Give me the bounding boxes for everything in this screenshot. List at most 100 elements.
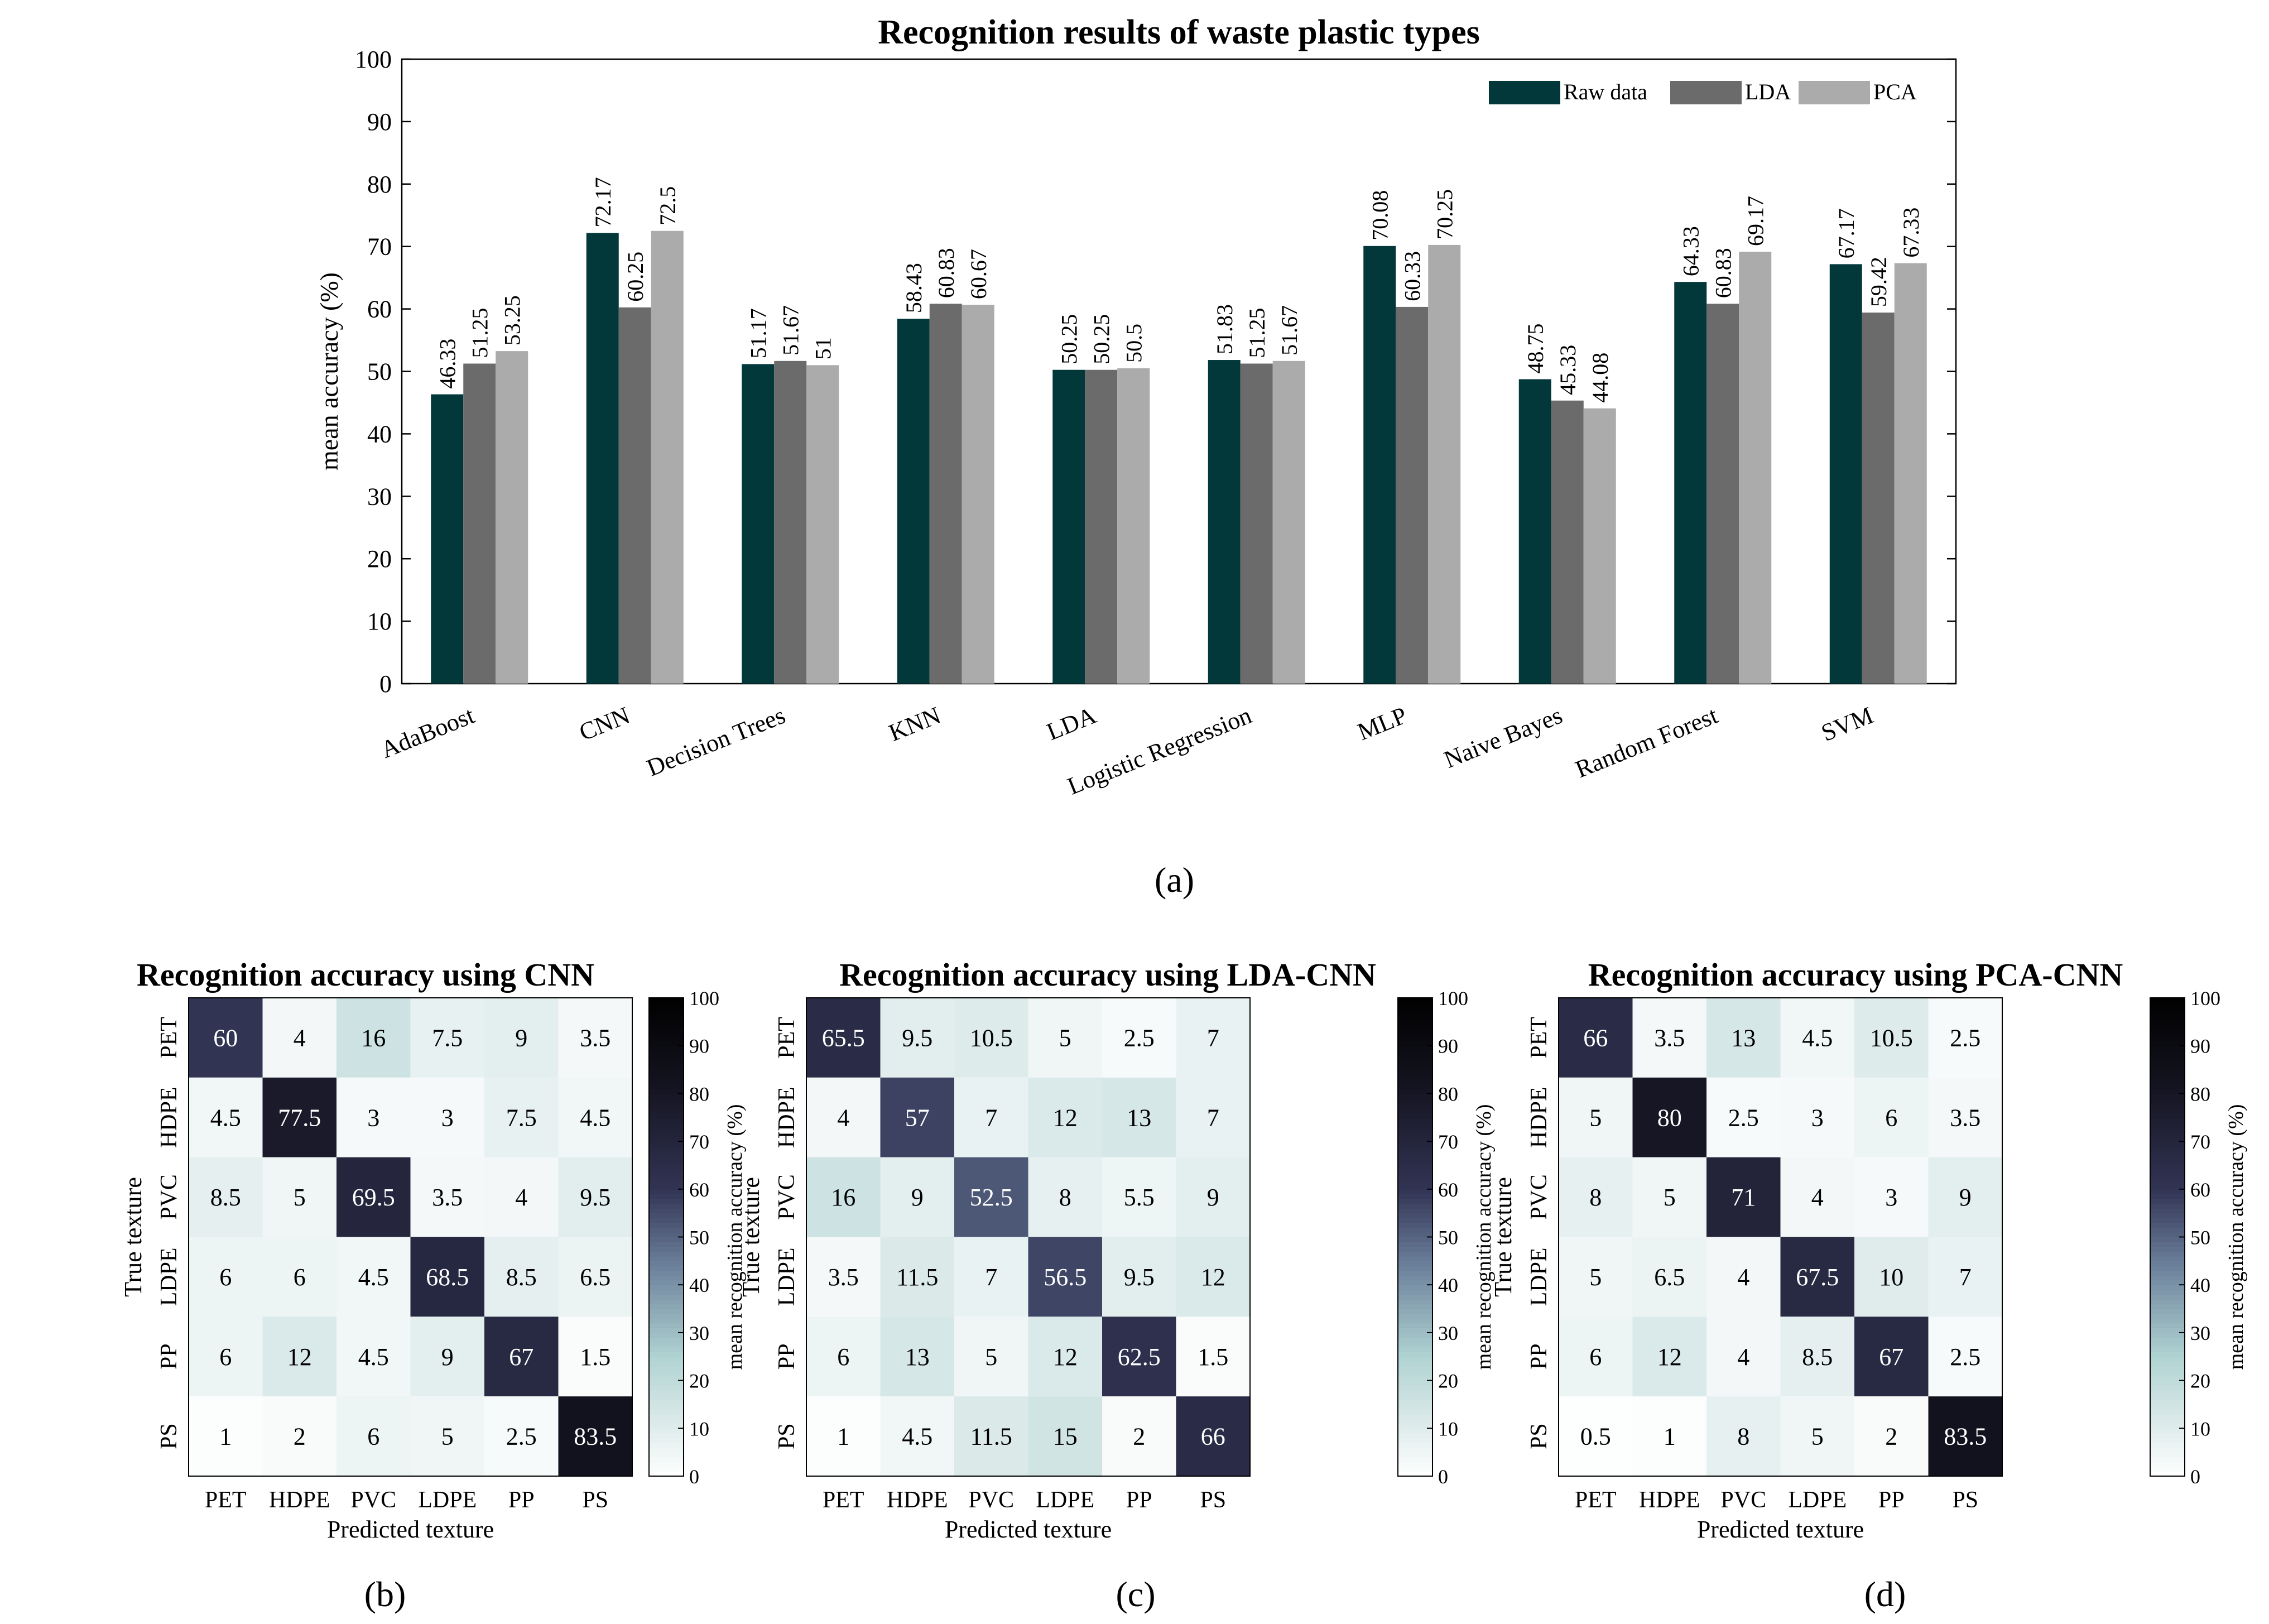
y-category-label: HDPE [774,1087,800,1148]
colorbar-segment [1398,1218,1432,1223]
colorbar-segment [2150,1337,2185,1343]
heatmap-cell [1780,1237,1854,1317]
x-category-label: PET [205,1487,247,1513]
y-category-label: HDPE [156,1087,182,1148]
heatmap-cell [262,1396,336,1476]
colorbar-segment [649,1452,684,1458]
heatmap-cell-label: 13 [905,1343,930,1371]
colorbar-segment [649,1017,684,1022]
colorbar-segment [649,1242,684,1247]
colorbar-segment [2150,1466,2185,1472]
heatmap-cell-label: 3 [441,1104,454,1131]
colorbar-segment [649,998,684,1003]
colorbar-segment [2150,1371,2185,1376]
colorbar-segment [649,1222,684,1228]
colorbar-segment [1398,1447,1432,1453]
heatmap-cell-label: 4.5 [902,1423,932,1450]
heatmap-cell-label: 8.5 [506,1263,537,1291]
y-category-label: HDPE [1526,1087,1552,1148]
heatmap-cell-label: 9 [441,1343,454,1371]
heatmap-cell [806,1157,881,1237]
colorbar-segment [1398,1127,1432,1132]
colorbar-segment [649,1184,684,1190]
colorbar-segment [2150,1443,2185,1448]
heatmap-cell-label: 9 [515,1024,527,1051]
colorbar-tick-label: 100 [2190,987,2220,1010]
heatmap-cell-label: 13 [1731,1024,1756,1051]
colorbar-segment [2150,1117,2185,1123]
colorbar-tick-label: 50 [2190,1227,2210,1249]
colorbar-segment [1398,1136,1432,1142]
colorbar-segment [1398,1179,1432,1185]
heatmap-cell-label: 5.5 [1124,1184,1155,1211]
heatmap-cell-label: 12 [1657,1343,1682,1371]
colorbar-segment [649,1026,684,1032]
bar-chart-panel: 0 10 20 30 40 50 60 70 80 90 100 Recognition result… [315,13,1957,900]
y-category-label: PET [156,1017,182,1059]
colorbar-segment [1398,1079,1432,1084]
heatmap-cell-label: 3.5 [432,1184,463,1211]
colorbar-segment [649,1069,684,1075]
colorbar-segment [1398,1069,1432,1075]
colorbar-segment [649,1466,684,1472]
colorbar-segment [1398,1146,1432,1151]
y-tick-label: 80 [367,171,392,198]
heatmap-cell [1632,1077,1706,1157]
colorbar-segment [1398,1332,1432,1338]
heatmap-cell [1632,1396,1706,1476]
chart-title: Recognition results of waste plastic typ… [878,13,1480,51]
colorbar-segment [649,1136,684,1142]
bar-value-label: 45.33 [1555,345,1580,395]
colorbar-segment [649,1275,684,1281]
colorbar-tick-label: 20 [1438,1370,1458,1392]
panel-label: (a) [1155,860,1194,900]
bar-value-label: 50.25 [1056,314,1081,364]
bar-value-label: 46.33 [435,339,460,389]
colorbar-segment [1398,1323,1432,1328]
heatmap-cell-label: 12 [1201,1263,1225,1291]
colorbar-segment [1398,1002,1432,1008]
colorbar-segment [649,1117,684,1123]
heatmap-cell [484,998,559,1078]
colorbar-segment [649,1313,684,1319]
colorbar-segment [2150,998,2185,1003]
colorbar-tick-label: 20 [2190,1370,2210,1392]
bar [463,363,496,684]
heatmap-cell-label: 67 [509,1343,533,1371]
colorbar-segment [1398,1198,1432,1204]
colorbar-segment [2150,1103,2185,1108]
colorbar-segment [1398,1433,1432,1439]
colorbar-segment [649,1045,684,1051]
colorbar-segment [1398,1012,1432,1017]
bar [1052,369,1085,684]
colorbar-segment [649,1151,684,1156]
bar-value-label: 50.25 [1089,314,1114,364]
colorbar-segment [2150,1012,2185,1017]
heatmap-cell [410,1157,484,1237]
legend-swatch [1799,81,1870,104]
colorbar-segment [2150,1002,2185,1008]
colorbar-segment [2150,1270,2185,1276]
heatmap-cell [262,1237,336,1317]
heatmap-cell-label: 67.5 [1796,1263,1839,1291]
heatmap-cell [1706,998,1781,1078]
colorbar-segment [1398,1184,1432,1190]
colorbar-segment [2150,1452,2185,1458]
heatmap-cell [336,1157,411,1237]
colorbar-segment [2150,1175,2185,1180]
heatmap-cell [806,998,881,1078]
colorbar-segment [1398,1093,1432,1099]
colorbar-segment [2150,1304,2185,1309]
colorbar-segment [2150,1198,2185,1204]
heatmap-cell-label: 2.5 [1950,1343,1980,1371]
heatmap-cell [1102,1237,1176,1317]
heatmap-cell-label: 83.5 [574,1423,617,1450]
colorbar-segment [649,1050,684,1056]
heatmap-cell-label: 5 [1589,1104,1602,1131]
heatmap-cell [880,998,954,1078]
heatmap-cell [1854,1077,1929,1157]
x-category-label: PVC [1720,1487,1766,1513]
colorbar-segment [2150,1189,2185,1194]
colorbar-segment [649,1447,684,1453]
colorbar-segment [2150,1088,2185,1094]
